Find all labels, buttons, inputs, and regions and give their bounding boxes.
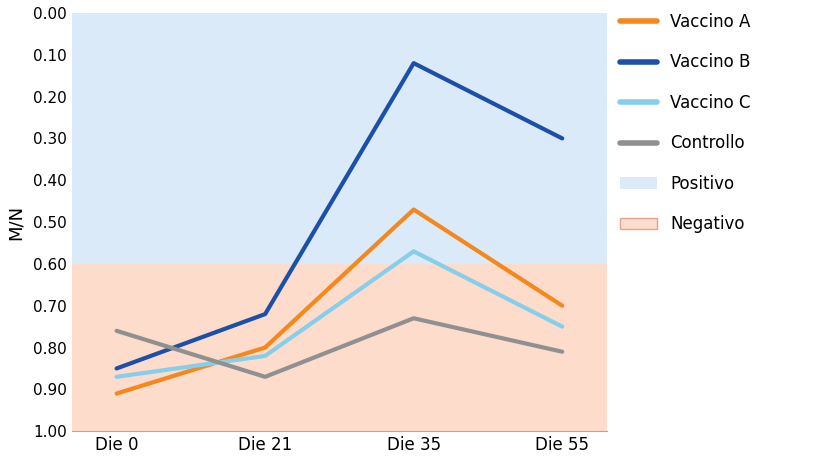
Bar [72, 13, 606, 264]
Y-axis label: M/N: M/N [7, 205, 25, 240]
Bar [72, 264, 606, 431]
Legend: Vaccino A, Vaccino B, Vaccino C, Controllo, Positivo, Negativo: Vaccino A, Vaccino B, Vaccino C, Control… [620, 13, 750, 233]
